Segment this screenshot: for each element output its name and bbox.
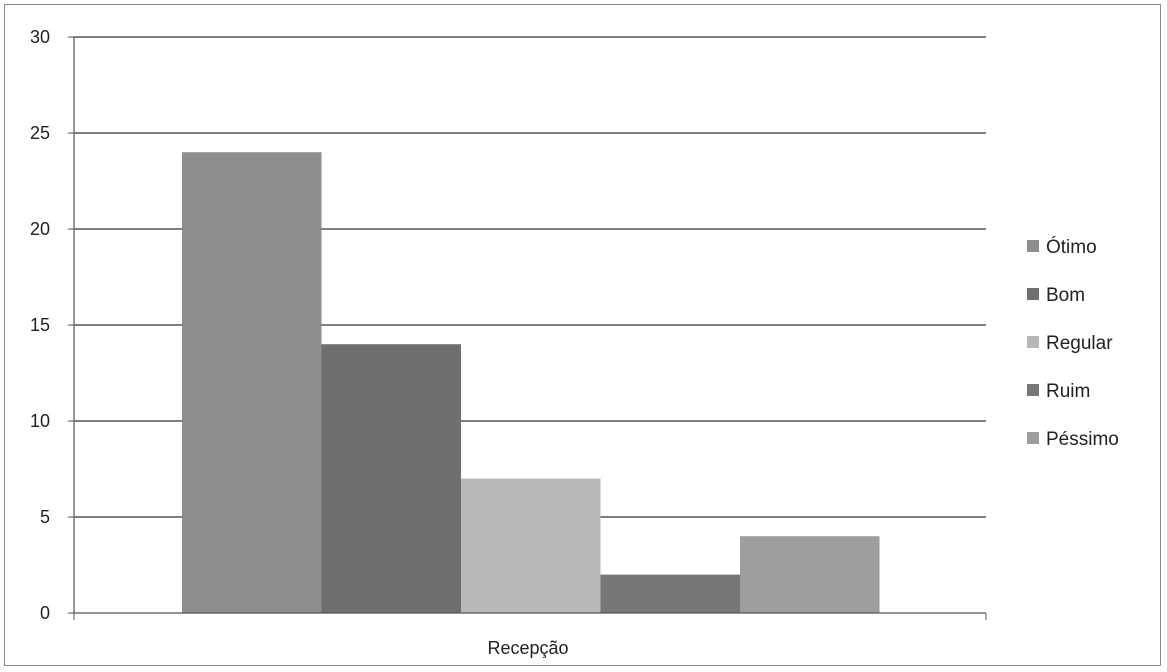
y-axis-tick-labels: 0 5 10 15 20 25 30 [30,27,50,623]
legend-item: Ótimo [1027,236,1097,258]
legend-item: Regular [1027,333,1113,354]
x-axis-tick-labels: Recepção [487,638,568,658]
y-tick-label: 10 [30,411,50,431]
legend-swatch [1027,432,1039,444]
bar-ótimo [182,152,322,613]
bar-bom [321,344,461,613]
legend-label: Regular [1046,333,1113,354]
y-tick-label: 15 [30,315,50,335]
legend-item: Ruim [1027,381,1090,402]
legend-label: Ruim [1046,381,1090,402]
y-tick-label: 5 [40,507,50,527]
bar-péssimo [740,536,880,613]
y-tick-label: 25 [30,123,50,143]
y-tick-label: 30 [30,27,50,47]
legend-item: Péssimo [1027,429,1119,450]
legend-label: Bom [1046,285,1085,306]
bar-regular [461,478,601,613]
legend: Ótimo Bom Regular Ruim Péssimo [1027,236,1119,450]
legend-swatch [1027,384,1039,396]
x-category-label: Recepção [487,638,568,658]
y-tick-label: 20 [30,219,50,239]
legend-swatch [1027,336,1039,348]
legend-label: Péssimo [1046,429,1119,450]
bar-ruim [600,574,740,613]
legend-item: Bom [1027,285,1085,306]
y-tick-label: 0 [40,603,50,623]
bars [182,152,880,613]
legend-label: Ótimo [1046,236,1097,258]
legend-swatch [1027,240,1039,252]
axes [68,36,987,620]
legend-swatch [1027,288,1039,300]
